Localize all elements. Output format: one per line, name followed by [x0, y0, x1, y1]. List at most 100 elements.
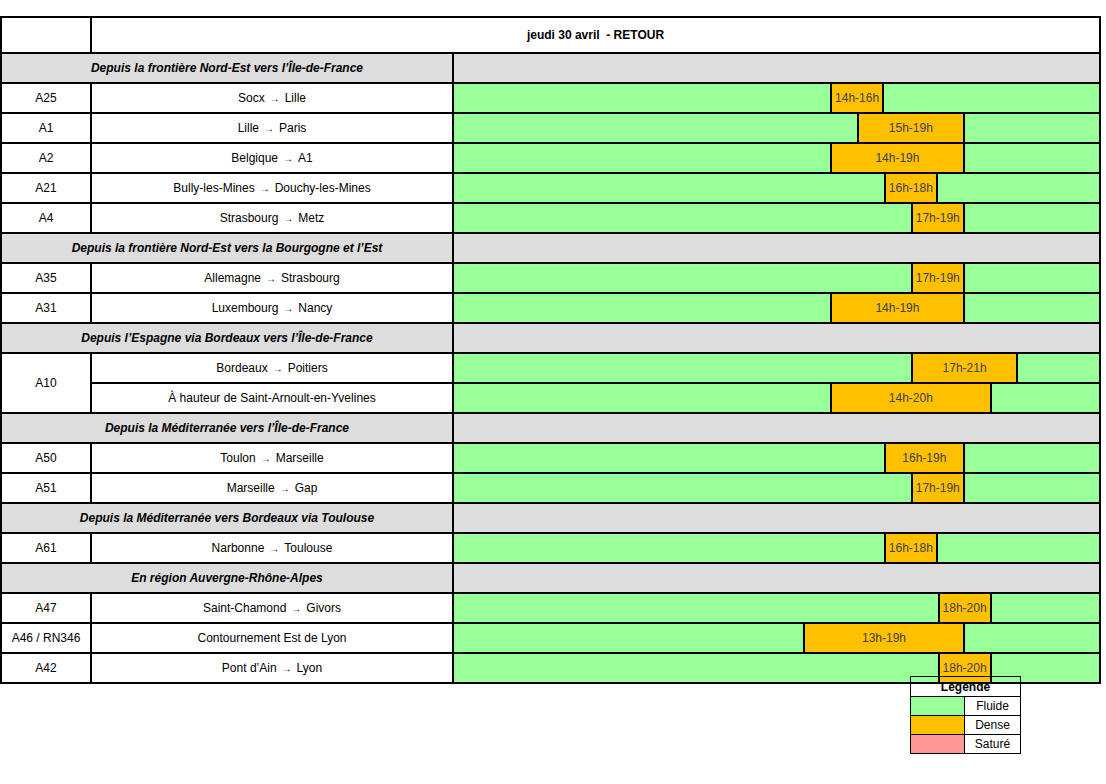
road-cell: A46 / RN346 — [1, 623, 91, 653]
route-cell: Toulon→Marseille — [91, 443, 453, 473]
table-row: A2 Belgique → A1 14h-19h — [1, 143, 1100, 173]
route-from: Pont d’Ain — [222, 661, 277, 675]
route-cell: Narbonne → Toulouse — [91, 533, 453, 563]
section-header-band — [453, 503, 1100, 533]
road-cell: A42 — [1, 653, 91, 683]
road-cell: A1 — [1, 113, 91, 143]
route-cell: Socx→Lille — [91, 83, 453, 113]
table-row: A10 Bordeaux→Poitiers 17h-21h — [1, 353, 1100, 383]
dense-bar: 17h-19h — [911, 474, 965, 502]
timeline-cell: 17h-19h — [453, 263, 1100, 293]
section-row: Depuis l’Espagne via Bordeaux vers l’Île… — [1, 323, 1100, 353]
dense-bar: 15h-19h — [857, 114, 965, 142]
timeline-cell: 16h-19h — [453, 443, 1100, 473]
route-cell: Contournement Est de Lyon — [91, 623, 453, 653]
route-from: Saint-Chamond — [203, 601, 286, 615]
section-header: En région Auvergne-Rhône-Alpes — [1, 563, 453, 593]
route-cell: Saint-Chamond→Givors — [91, 593, 453, 623]
route-to: Strasbourg — [281, 271, 340, 285]
route-cell: Marseille→Gap — [91, 473, 453, 503]
legend-label-dense: Dense — [965, 716, 1021, 735]
timeline-cell: 14h-19h — [453, 293, 1100, 323]
table-row: A4 Strasbourg→Metz 17h-19h — [1, 203, 1100, 233]
route-cell: Bordeaux→Poitiers — [91, 353, 453, 383]
timeline-cell: 17h-21h — [453, 353, 1100, 383]
section-row: En région Auvergne-Rhône-Alpes — [1, 563, 1100, 593]
legend-header-row: Légende — [911, 677, 1021, 697]
dense-bar: 16h-18h — [884, 174, 938, 202]
dense-bar: 17h-21h — [911, 354, 1019, 382]
table-row: A46 / RN346 Contournement Est de Lyon 13… — [1, 623, 1100, 653]
route-to: Toulouse — [284, 541, 332, 555]
route-cell: Pont d’Ain→Lyon — [91, 653, 453, 683]
legend-label-fluide: Fluide — [965, 697, 1021, 716]
arrow-right-icon: → — [260, 183, 270, 194]
timeline-cell: 17h-19h — [453, 203, 1100, 233]
route-to: A1 — [298, 151, 313, 165]
route-from: Belgique — [231, 151, 278, 165]
section-header-band — [453, 413, 1100, 443]
route-from: Marseille — [227, 481, 275, 495]
legend: Légende Fluide Dense Saturé — [910, 676, 1021, 754]
route-to: Gap — [295, 481, 318, 495]
legend-row: Dense — [911, 716, 1021, 735]
section-row: Depuis la Méditerranée vers Bordeaux via… — [1, 503, 1100, 533]
section-header: Depuis la Méditerranée vers Bordeaux via… — [1, 503, 453, 533]
table-row: À hauteur de Saint-Arnoult-en-Yvelines 1… — [1, 383, 1100, 413]
dense-bar: 13h-19h — [803, 624, 964, 652]
road-cell: A2 — [1, 143, 91, 173]
timeline-cell: 18h-20h — [453, 593, 1100, 623]
route-to: Marseille — [276, 451, 324, 465]
arrow-right-icon: → — [273, 363, 283, 374]
route-from: Narbonne — [212, 541, 265, 555]
route-cell: Strasbourg→Metz — [91, 203, 453, 233]
route-to: Lille — [285, 91, 306, 105]
legend-swatch-fluide — [911, 697, 965, 716]
dense-bar: 14h-19h — [830, 294, 964, 322]
arrow-right-icon: → — [283, 153, 293, 164]
route-label: À hauteur de Saint-Arnoult-en-Yvelines — [168, 391, 375, 405]
road-cell: A51 — [1, 473, 91, 503]
section-header-band — [453, 53, 1100, 83]
arrow-right-icon: → — [269, 543, 279, 554]
table-row: A31 Luxembourg→Nancy 14h-19h — [1, 293, 1100, 323]
road-cell: A31 — [1, 293, 91, 323]
route-to: Poitiers — [288, 361, 328, 375]
dense-bar: 14h-19h — [830, 144, 964, 172]
section-row: Depuis la frontière Nord-Est vers l’Île-… — [1, 53, 1100, 83]
road-cell: A47 — [1, 593, 91, 623]
arrow-right-icon: → — [283, 303, 293, 314]
arrow-right-icon: → — [283, 213, 293, 224]
route-label: Contournement Est de Lyon — [198, 631, 347, 645]
section-header-band — [453, 233, 1100, 263]
legend-title: Légende — [911, 677, 1021, 697]
dense-bar: 14h-20h — [830, 384, 991, 412]
table-row: jeudi 30 avril - RETOUR — [1, 17, 1100, 53]
route-cell: Allemagne → Strasbourg — [91, 263, 453, 293]
route-from: Allemagne — [204, 271, 261, 285]
section-header-band — [453, 323, 1100, 353]
dense-bar: 17h-19h — [911, 204, 965, 232]
road-cell: A35 — [1, 263, 91, 293]
road-cell: A61 — [1, 533, 91, 563]
table-row: A51 Marseille→Gap 17h-19h — [1, 473, 1100, 503]
table-row: A25 Socx→Lille 14h-16h — [1, 83, 1100, 113]
route-to: Paris — [279, 121, 306, 135]
route-to: Lyon — [297, 661, 323, 675]
road-cell: A21 — [1, 173, 91, 203]
arrow-right-icon: → — [270, 93, 280, 104]
arrow-right-icon: → — [266, 273, 276, 284]
legend-row: Fluide — [911, 697, 1021, 716]
timeline-cell: 14h-16h — [453, 83, 1100, 113]
route-from: Strasbourg — [220, 211, 279, 225]
section-header: Depuis la Méditerranée vers l’Île-de-Fra… — [1, 413, 453, 443]
section-row: Depuis la Méditerranée vers l’Île-de-Fra… — [1, 413, 1100, 443]
timeline-cell: 16h-18h — [453, 173, 1100, 203]
traffic-table: jeudi 30 avril - RETOUR Depuis la fronti… — [0, 16, 1101, 684]
timeline-cell: 14h-20h — [453, 383, 1100, 413]
legend-swatch-sature — [911, 735, 965, 754]
route-from: Lille — [238, 121, 259, 135]
section-header: Depuis l’Espagne via Bordeaux vers l’Île… — [1, 323, 453, 353]
dense-bar: 16h-19h — [884, 444, 965, 472]
road-cell: A4 — [1, 203, 91, 233]
